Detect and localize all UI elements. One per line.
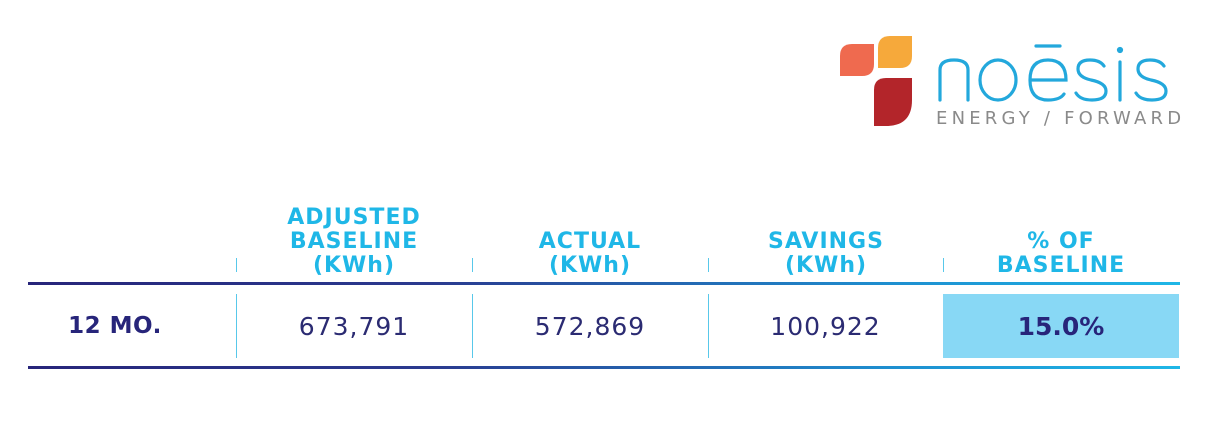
column-header-adjusted-baseline: ADJUSTED BASELINE (KWh) bbox=[236, 194, 472, 278]
column-header-percent-of-baseline: % OF BASELINE bbox=[943, 194, 1179, 278]
column-header-savings: SAVINGS (KWh) bbox=[708, 194, 944, 278]
table-bottom-rule bbox=[28, 366, 1180, 369]
cell-separator bbox=[236, 294, 237, 358]
column-header-line: SAVINGS bbox=[768, 229, 884, 254]
header-separator bbox=[943, 258, 944, 272]
column-header-line: (KWh) bbox=[548, 253, 632, 278]
column-header-line: BASELINE bbox=[996, 253, 1126, 278]
column-header-line: (KWh) bbox=[784, 253, 868, 278]
cell-actual: 572,869 bbox=[534, 311, 646, 341]
header-separator bbox=[708, 258, 709, 272]
brand-tagline: ENERGY / FORWARD bbox=[936, 108, 1186, 129]
cell-separator bbox=[472, 294, 473, 358]
column-header-line: BASELINE bbox=[289, 229, 419, 254]
column-header-line: (KWh) bbox=[312, 253, 396, 278]
cell-separator bbox=[708, 294, 709, 358]
noesis-wordmark bbox=[938, 44, 1168, 102]
header-separator bbox=[236, 258, 237, 272]
cell-adjusted-baseline: 673,791 bbox=[298, 311, 410, 341]
header-separator bbox=[472, 258, 473, 272]
noesis-leaf-mark-icon bbox=[840, 36, 912, 126]
column-header-line: ACTUAL bbox=[538, 229, 642, 254]
row-label: 12 MO. bbox=[68, 313, 162, 339]
column-header-actual: ACTUAL (KWh) bbox=[472, 194, 708, 278]
column-header-line: % OF bbox=[1027, 229, 1095, 254]
column-header-line: ADJUSTED bbox=[287, 205, 421, 230]
cell-savings: 100,922 bbox=[770, 311, 881, 341]
table-top-rule bbox=[28, 282, 1180, 285]
noesis-logo: ENERGY / FORWARD bbox=[836, 36, 1196, 136]
cell-percent-of-baseline: 15.0% bbox=[943, 294, 1179, 358]
